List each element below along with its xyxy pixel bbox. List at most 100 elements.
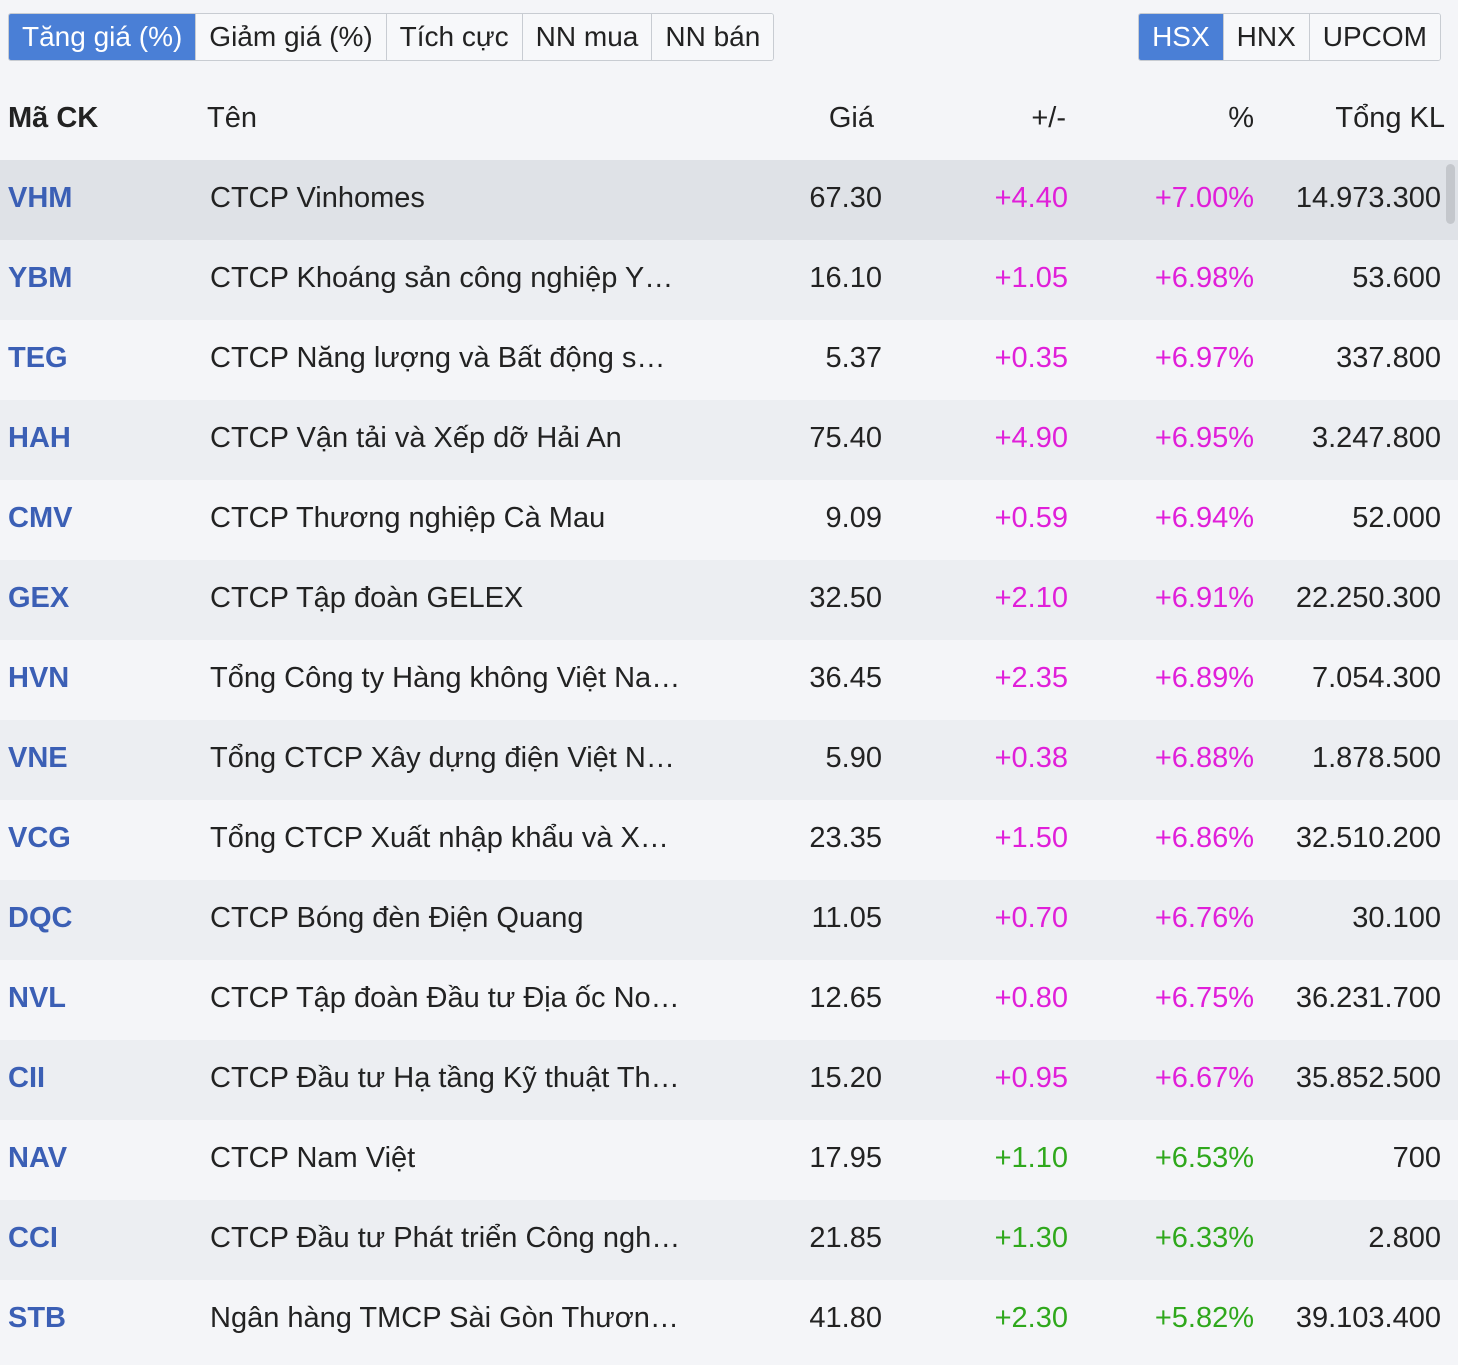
stock-code-link[interactable]: NAV [8, 1142, 68, 1174]
total-volume-value: 2.800 [1368, 1222, 1441, 1254]
ranking-tab-0[interactable]: Tăng giá (%) [9, 14, 197, 60]
price-value: 15.20 [809, 1062, 882, 1094]
ranking-tab-group: Tăng giá (%) Giảm giá (%) Tích cực NN mua NN… [8, 13, 775, 61]
company-name: CTCP Vinhomes [210, 182, 425, 214]
company-name: CTCP Nam Việt [210, 1142, 416, 1174]
change-value: +1.05 [994, 262, 1068, 294]
price-value: 75.40 [809, 422, 882, 454]
price-value: 36.45 [809, 662, 882, 694]
change-value: +2.35 [994, 662, 1068, 694]
change-value: +4.40 [994, 182, 1068, 214]
percent-change-value: +6.94% [1154, 502, 1254, 534]
price-value: 21.85 [809, 1222, 882, 1254]
company-name: Tổng CTCP Xuất nhập khẩu và X… [210, 822, 669, 854]
table-row[interactable]: HAH CTCP Vận tải và Xếp dỡ Hải An 75.40 +4.… [0, 400, 1458, 480]
price-value: 41.80 [809, 1302, 882, 1334]
stock-code-link[interactable]: VCG [8, 822, 71, 854]
change-value: +0.70 [994, 902, 1068, 934]
price-value: 11.05 [811, 902, 882, 934]
total-volume-value: 1.878.500 [1311, 742, 1441, 774]
stock-code-link[interactable]: NVL [8, 982, 66, 1014]
column-header-percent[interactable]: % [1228, 102, 1254, 134]
table-row[interactable]: VNE Tổng CTCP Xây dựng điện Việt N… 5.90 +0… [0, 720, 1458, 800]
total-volume-value: 22.250.300 [1295, 582, 1441, 614]
company-name: Tổng Công ty Hàng không Việt Na… [210, 662, 681, 694]
change-value: +2.30 [994, 1302, 1068, 1334]
percent-change-value: +6.89% [1154, 662, 1254, 694]
stock-code-link[interactable]: DQC [8, 902, 73, 934]
stock-code-link[interactable]: TEG [8, 342, 68, 374]
table-row[interactable]: CMV CTCP Thương nghiệp Cà Mau 9.09 +0.59 +6.… [0, 480, 1458, 560]
scrollbar[interactable] [1446, 164, 1455, 224]
column-header-code[interactable]: Mã CK [8, 102, 99, 134]
stock-code-link[interactable]: HAH [8, 422, 71, 454]
column-header-price[interactable]: Giá [828, 102, 874, 134]
stock-code-link[interactable]: GEX [8, 582, 70, 614]
price-value: 5.90 [825, 742, 882, 774]
company-name: CTCP Khoáng sản công nghiệp Y… [210, 262, 674, 294]
table-row[interactable]: STB Ngân hàng TMCP Sài Gòn Thươn… 41.80 +2.… [0, 1280, 1458, 1360]
total-volume-value: 52.000 [1352, 502, 1441, 534]
price-value: 5.37 [825, 342, 882, 374]
price-value: 23.35 [809, 822, 882, 854]
table-row[interactable]: VHM CTCP Vinhomes 67.30 +4.40 +7.00% 14.973.3… [0, 160, 1458, 240]
stock-code-link[interactable]: CMV [8, 502, 73, 534]
table-row[interactable]: CCI CTCP Đầu tư Phát triển Công ngh… 21.85… [0, 1200, 1458, 1280]
price-value: 32.50 [809, 582, 882, 614]
stock-code-link[interactable]: HVN [8, 662, 70, 694]
change-value: +0.38 [994, 742, 1068, 774]
ranking-tab-2[interactable]: Tích cực [386, 14, 523, 60]
company-name: CTCP Đầu tư Phát triển Công ngh… [210, 1222, 681, 1254]
percent-change-value: +6.53% [1154, 1142, 1254, 1174]
column-header-volume[interactable]: Tổng KL [1335, 102, 1445, 134]
percent-change-value: +6.91% [1154, 582, 1254, 614]
table-row[interactable]: NVL CTCP Tập đoàn Đầu tư Địa ốc No… 12.65 +… [0, 960, 1458, 1040]
stock-code-link[interactable]: VHM [8, 182, 73, 214]
table-row[interactable]: NAV CTCP Nam Việt 17.95 +1.10 +6.53% 700 [0, 1120, 1458, 1200]
percent-change-value: +6.97% [1154, 342, 1254, 374]
stock-code-link[interactable]: STB [8, 1302, 66, 1334]
table-row[interactable]: GEX CTCP Tập đoàn GELEX 32.50 +2.10 +6.91% 22… [0, 560, 1458, 640]
company-name: Ngân hàng TMCP Sài Gòn Thươn… [210, 1302, 679, 1334]
change-value: +0.35 [994, 342, 1068, 374]
price-value: 17.95 [809, 1142, 882, 1174]
stock-code-link[interactable]: VNE [8, 742, 68, 774]
ranking-tab-1[interactable]: Giảm giá (%) [196, 14, 387, 60]
ranking-tab-3[interactable]: NN mua [522, 14, 653, 60]
stock-code-link[interactable]: YBM [8, 262, 73, 294]
stock-code-link[interactable]: CII [8, 1062, 46, 1094]
price-value: 67.30 [809, 182, 882, 214]
column-header-change[interactable]: +/- [1031, 102, 1066, 134]
table-row[interactable]: YBM CTCP Khoáng sản công nghiệp Y… 16.10 +1… [0, 240, 1458, 320]
exchange-tab-1[interactable]: HNX [1223, 14, 1310, 60]
ranking-tab-4[interactable]: NN bán [652, 14, 774, 60]
total-volume-value: 36.231.700 [1295, 982, 1441, 1014]
price-value: 12.65 [809, 982, 882, 1014]
total-volume-value: 32.510.200 [1295, 822, 1441, 854]
table-row[interactable]: HVN Tổng Công ty Hàng không Việt Na… 36.45… [0, 640, 1458, 720]
exchange-tab-0[interactable]: HSX [1139, 14, 1224, 60]
change-value: +0.80 [994, 982, 1068, 1014]
price-value: 9.09 [825, 502, 882, 534]
company-name: CTCP Vận tải và Xếp dỡ Hải An [210, 422, 622, 454]
total-volume-value: 700 [1392, 1142, 1441, 1174]
company-name: CTCP Thương nghiệp Cà Mau [210, 502, 606, 534]
total-volume-value: 35.852.500 [1295, 1062, 1441, 1094]
table-row[interactable]: VCG Tổng CTCP Xuất nhập khẩu và X… 23.35 +1… [0, 800, 1458, 880]
change-value: +2.10 [994, 582, 1068, 614]
total-volume-value: 7.054.300 [1311, 662, 1441, 694]
table-row[interactable]: TEG CTCP Năng lượng và Bất động s… 5.37 +0.… [0, 320, 1458, 400]
company-name: CTCP Đầu tư Hạ tầng Kỹ thuật Th… [210, 1062, 680, 1094]
table-header: Mã CK Tên Giá +/- % Tổng KL [0, 80, 1458, 160]
change-value: +1.30 [994, 1222, 1068, 1254]
table-row[interactable]: DQC CTCP Bóng đèn Điện Quang 11.05 +0.70 +6.… [0, 880, 1458, 960]
stock-code-link[interactable]: CCI [8, 1222, 58, 1254]
column-header-name[interactable]: Tên [207, 102, 257, 134]
change-value: +4.90 [994, 422, 1068, 454]
stock-table: VHM CTCP Vinhomes 67.30 +4.40 +7.00% 14.973.3… [0, 160, 1458, 1360]
exchange-tab-2[interactable]: UPCOM [1309, 14, 1440, 60]
table-row[interactable]: CII CTCP Đầu tư Hạ tầng Kỹ thuật Th… 15.20… [0, 1040, 1458, 1120]
total-volume-value: 3.247.800 [1311, 422, 1441, 454]
change-value: +0.95 [994, 1062, 1068, 1094]
percent-change-value: +6.67% [1154, 1062, 1254, 1094]
